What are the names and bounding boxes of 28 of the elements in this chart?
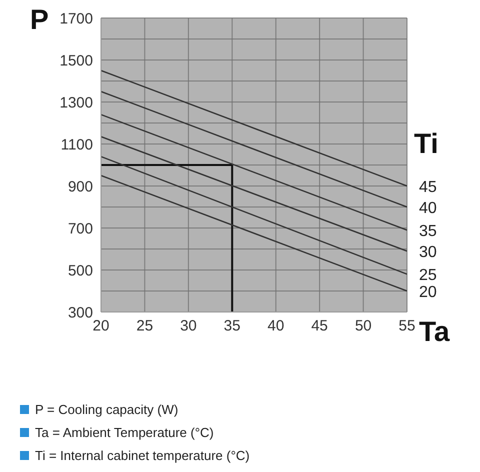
text: Ta = Ambient Temperature (°C) (35, 425, 214, 440)
x-tick-label: 55 (398, 318, 416, 335)
y-axis-title: P (30, 4, 49, 35)
series-label: 45 (419, 179, 437, 196)
x-tick-label: 25 (136, 318, 154, 335)
y-tick-label: 300 (68, 304, 93, 322)
y-tick-label: 1700 (60, 10, 93, 28)
x-tick-label: 30 (180, 318, 197, 335)
series-label: 40 (419, 200, 437, 217)
y-tick-label: 700 (68, 220, 93, 238)
x-tick-label: 45 (311, 318, 328, 335)
x-tick-label: 20 (92, 318, 110, 335)
x-tick-label: 50 (354, 318, 372, 335)
series-label: 35 (419, 223, 437, 240)
y-tick-label: 1100 (60, 136, 93, 154)
series-label: 20 (419, 284, 437, 301)
x-tick-label: 40 (268, 318, 284, 335)
legend-title: Ti (414, 128, 438, 159)
y-tick-label: 900 (68, 178, 93, 196)
x-tick-label: 35 (224, 318, 240, 335)
text: P = Cooling capacity (W) (35, 402, 178, 417)
y-tick-label: 500 (68, 262, 93, 280)
text: Ti = Internal cabinet temperature (°C) (35, 448, 250, 463)
y-tick-label: 1500 (60, 52, 93, 70)
series-label: 25 (419, 267, 437, 284)
y-tick-label: 1300 (60, 94, 93, 112)
series-label: 30 (419, 244, 437, 262)
x-axis-title: Ta (419, 316, 450, 347)
